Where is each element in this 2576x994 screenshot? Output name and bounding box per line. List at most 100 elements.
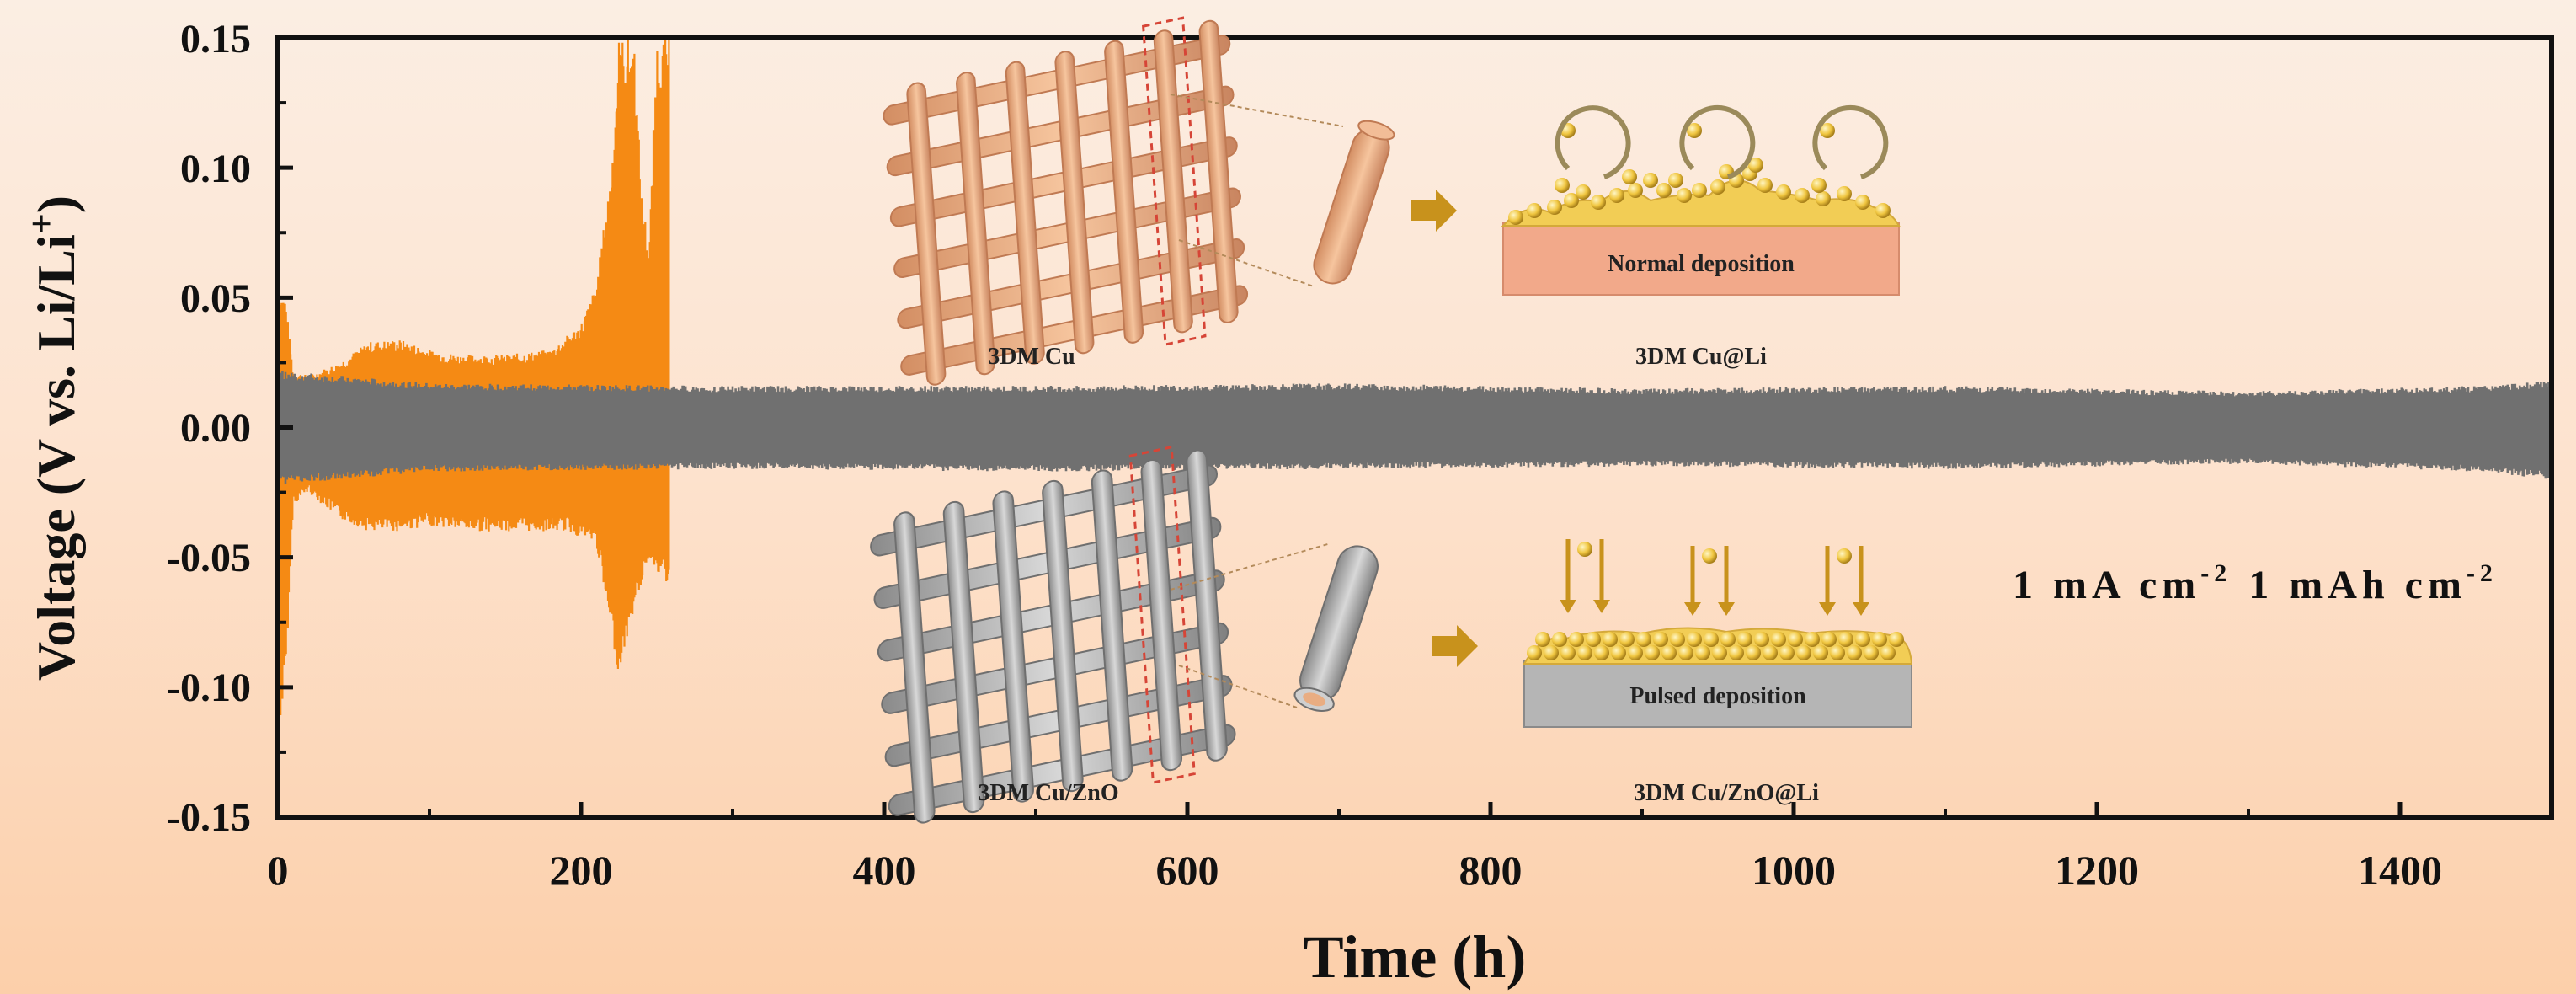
zoom-line	[1178, 239, 1315, 287]
lithium-particle	[1611, 645, 1626, 660]
lithium-particle	[1830, 645, 1845, 660]
lithium-particle	[1564, 193, 1579, 208]
process-arrow	[1411, 190, 1457, 232]
y-tick-label: 0.10	[180, 147, 251, 191]
lithium-particle	[1643, 173, 1658, 188]
x-tick-label: 1400	[2358, 847, 2442, 894]
lithium-particle	[1527, 203, 1542, 218]
y-tick-label: 0.00	[180, 406, 251, 451]
lithium-particle	[1677, 188, 1692, 203]
normal-deposition-label: Normal deposition	[1608, 251, 1795, 277]
lithium-particle	[1636, 632, 1651, 647]
lithium-particle	[1544, 645, 1559, 660]
lithium-particle	[1569, 632, 1584, 647]
lithium-particle	[1661, 645, 1677, 660]
lithium-particle	[1622, 169, 1637, 184]
lithium-particle	[1805, 632, 1820, 647]
lithium-particle	[1668, 173, 1683, 188]
x-axis-label: Time (h)	[1304, 923, 1527, 991]
lithium-particle	[1603, 632, 1618, 647]
cu-zno-rod-icon	[1293, 545, 1379, 712]
lithium-particle	[1855, 195, 1870, 210]
x-tick-label: 600	[1156, 847, 1219, 894]
x-tick-label: 0	[268, 847, 289, 894]
cu-mesh-illustration	[883, 16, 1249, 386]
lithium-particle	[1527, 645, 1542, 660]
lithium-particle	[1813, 645, 1828, 660]
deposition-arrows	[1560, 539, 1869, 616]
cu-zno-li-caption: 3DM Cu/ZnO@Li	[1634, 780, 1819, 806]
series-layer	[276, 40, 2553, 719]
lithium-particle	[1720, 632, 1736, 647]
lithium-particle	[1594, 645, 1609, 660]
lithium-particle	[1821, 632, 1837, 647]
x-tick-label: 1200	[2055, 847, 2139, 894]
incoming-li-ions	[1577, 542, 1852, 564]
lithium-particle	[1838, 632, 1853, 647]
lithium-particle	[1748, 158, 1763, 173]
lithium-particle	[1670, 632, 1685, 647]
lithium-particle	[1729, 645, 1744, 660]
zoom-line	[1170, 542, 1331, 591]
y-tick-label: -0.05	[167, 536, 251, 580]
lithium-particle	[1656, 183, 1672, 198]
lithium-particle	[1754, 632, 1769, 647]
y-tick-label: 0.15	[180, 17, 251, 61]
lithium-particle	[1820, 123, 1835, 138]
lithium-particle	[1628, 645, 1643, 660]
lithium-particle	[1763, 645, 1778, 660]
x-tick-label: 400	[853, 847, 916, 894]
y-tick-label: -0.10	[167, 665, 251, 710]
lithium-particle	[1704, 632, 1719, 647]
lithium-particle	[1687, 632, 1702, 647]
x-tick-label: 1000	[1752, 847, 1836, 894]
process-arrow	[1432, 625, 1478, 667]
lithium-particle	[1695, 645, 1710, 660]
lithium-particle	[1779, 645, 1795, 660]
lithium-particle	[1889, 632, 1904, 647]
zoom-line	[1170, 94, 1344, 127]
lithium-particle	[1788, 632, 1803, 647]
lithium-particle	[1710, 179, 1725, 195]
lithium-particle	[1875, 203, 1891, 218]
y-axis-label: Voltage (V vs. Li/Li+)	[21, 195, 86, 681]
lithium-particle	[1847, 645, 1862, 660]
normal-deposition-substrate	[1501, 179, 1901, 296]
lithium-particle	[1776, 184, 1791, 200]
lithium-particle	[1816, 191, 1831, 206]
lithium-particle	[1795, 188, 1810, 203]
lithium-particle	[1552, 632, 1567, 647]
lithium-particle	[1645, 645, 1660, 660]
lithium-particles	[1508, 123, 1891, 225]
lithium-particle	[1811, 178, 1827, 193]
lithium-particle	[1678, 645, 1693, 660]
voltage-series-0	[276, 40, 670, 719]
current-density-label: 1 mA cm-2 1 mAh cm-2	[2013, 559, 2498, 607]
lithium-particle	[1591, 195, 1606, 210]
lithium-particle	[1687, 123, 1702, 138]
lithium-particle	[1712, 645, 1727, 660]
circulation-arrows	[1555, 104, 1889, 179]
pulsed-deposition-label: Pulsed deposition	[1629, 683, 1806, 709]
tick-layer	[275, 35, 2403, 820]
lithium-particle	[1855, 632, 1870, 647]
lithium-particle	[1757, 178, 1773, 193]
lithium-particle	[1576, 184, 1591, 200]
lithium-particles	[1527, 632, 1904, 660]
lithium-particle	[1619, 632, 1635, 647]
lithium-particle	[1692, 183, 1707, 198]
x-tick-label: 800	[1459, 847, 1523, 894]
lithium-particle	[1872, 632, 1887, 647]
lithium-particle	[1737, 632, 1752, 647]
lithium-particle	[1771, 632, 1786, 647]
lithium-particle	[1577, 645, 1592, 660]
cu-li-caption: 3DM Cu@Li	[1635, 344, 1767, 370]
cu-rod-icon	[1313, 120, 1395, 285]
lithium-particle	[1880, 645, 1896, 660]
lithium-particle	[1535, 632, 1550, 647]
x-tick-labels: 0 200 400 600 800 1000 1200 1400	[268, 847, 2443, 894]
lithium-particle	[1560, 645, 1576, 660]
lithium-particle	[1796, 645, 1811, 660]
zoom-line	[1178, 665, 1298, 708]
